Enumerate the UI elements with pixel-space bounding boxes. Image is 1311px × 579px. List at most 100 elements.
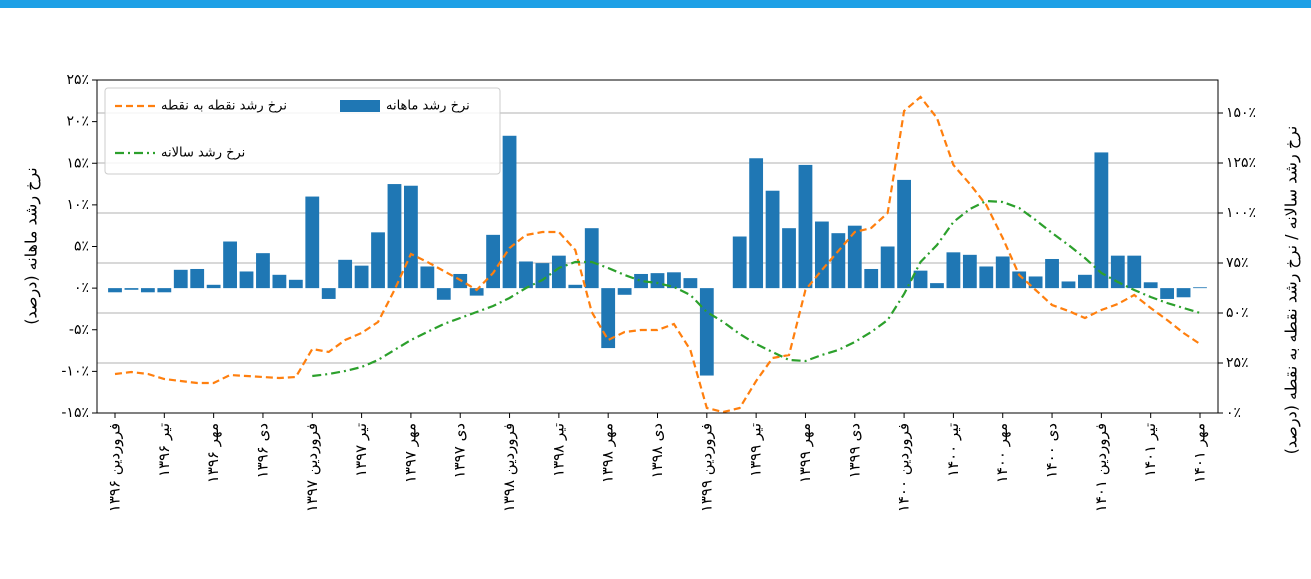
bar xyxy=(1028,276,1043,289)
bar xyxy=(387,184,402,289)
bar xyxy=(519,261,533,289)
bar xyxy=(897,179,911,289)
bar xyxy=(272,274,287,289)
bar xyxy=(634,273,648,289)
legend-label: نرخ رشد سالانه xyxy=(161,146,245,161)
y-tick-label: ۲۰٪ xyxy=(66,114,89,130)
x-tick-label: مهر ۱۳۹۸ xyxy=(599,423,617,483)
bar xyxy=(864,268,879,289)
x-tick-label: دی ۱۳۹۸ xyxy=(648,423,666,478)
bar xyxy=(288,279,303,289)
bar xyxy=(157,288,172,293)
bar xyxy=(338,259,353,289)
x-tick-label: مهر ۱۳۹۷ xyxy=(401,423,419,483)
bar xyxy=(798,164,813,289)
x-tick-label: دی ۱۳۹۷ xyxy=(451,423,469,478)
plot-frame xyxy=(96,79,1219,414)
bar xyxy=(732,236,747,289)
bar xyxy=(436,288,451,300)
legend-swatch xyxy=(340,100,380,112)
bar xyxy=(995,256,1010,289)
bar xyxy=(371,232,385,289)
y-tick-label: ۲۵٪ xyxy=(66,72,89,88)
x-tick-label: تیر ۱۳۹۶ xyxy=(155,423,173,477)
bar xyxy=(617,288,632,295)
bar xyxy=(239,271,254,289)
bar xyxy=(847,225,862,289)
bar xyxy=(502,135,517,289)
x-tick-label: فروردین ۱۳۹۷ xyxy=(303,423,321,512)
legend: نرخ رشد ماهانه نرخ رشد نقطه به نقطه نرخ رش… xyxy=(104,87,501,175)
bar xyxy=(1012,271,1027,289)
bar xyxy=(321,288,336,299)
y2-axis-label: نرخ رشد سالانه / نرخ رشد نقطه به نقطه (د… xyxy=(1282,126,1302,455)
y2-tick-label: ۰٪ xyxy=(1226,405,1241,421)
y-tick-label: ۱۰٪ xyxy=(66,197,89,213)
bar xyxy=(650,273,665,289)
x-tick-label: فروردین ۱۳۹۸ xyxy=(500,423,518,512)
bar xyxy=(469,288,484,296)
x-tick-label: دی ۱۳۹۶ xyxy=(253,423,271,478)
bar xyxy=(256,253,270,289)
bar xyxy=(124,288,139,290)
x-tick-label: دی ۱۴۰۰ xyxy=(1043,423,1061,478)
y-tick-label: -۵٪ xyxy=(69,322,89,338)
bar xyxy=(206,284,221,289)
bar xyxy=(223,241,237,289)
bar xyxy=(1176,288,1191,298)
bar xyxy=(1143,282,1158,289)
bar xyxy=(1078,274,1092,289)
x-tick-label: فروردین ۱۳۹۶ xyxy=(106,423,124,512)
bar xyxy=(1160,288,1175,299)
y2-tick-label: ۱۰۰٪ xyxy=(1226,205,1256,221)
bar xyxy=(1094,152,1109,289)
bar xyxy=(765,190,780,289)
bar xyxy=(486,234,501,289)
bar xyxy=(913,270,928,289)
bar xyxy=(1061,281,1076,289)
x-tick-label: فروردین ۱۴۰۰ xyxy=(895,423,913,512)
x-tick-label: تیر ۱۳۹۷ xyxy=(352,423,370,477)
bar xyxy=(1193,287,1207,289)
bar xyxy=(535,263,550,289)
x-tick-label: تیر ۱۴۰۱ xyxy=(1141,423,1159,477)
bar xyxy=(962,254,977,289)
bar xyxy=(749,158,764,289)
y-axis-label: نرخ رشد ماهانه (درصد) xyxy=(22,167,42,325)
line xyxy=(312,199,1201,378)
bar xyxy=(683,278,698,289)
y2-tick-label: ۵۰٪ xyxy=(1226,305,1249,321)
x-tick-label: دی ۱۳۹۹ xyxy=(845,423,863,478)
legend-label: نرخ رشد ماهانه xyxy=(386,99,470,114)
bar xyxy=(946,252,961,289)
bar xyxy=(667,272,681,289)
bar xyxy=(930,283,944,289)
bar xyxy=(140,288,155,293)
bar xyxy=(420,266,435,289)
bar xyxy=(782,228,796,289)
bar xyxy=(699,288,714,376)
bar xyxy=(404,185,418,289)
legend-label: نرخ رشد نقطه به نقطه xyxy=(161,99,287,114)
bar xyxy=(190,268,205,289)
bar xyxy=(1045,258,1059,289)
x-tick-label: مهر ۱۳۹۶ xyxy=(204,423,222,483)
x-tick-label: تیر ۱۴۰۰ xyxy=(944,423,962,477)
bar xyxy=(814,221,829,289)
x-tick-label: تیر ۱۳۹۸ xyxy=(549,423,567,477)
y2-tick-label: ۱۲۵٪ xyxy=(1226,155,1256,171)
y-tick-label: ۰٪ xyxy=(74,280,89,296)
bar xyxy=(601,288,616,349)
x-tick-label: مهر ۱۴۰۰ xyxy=(993,423,1011,483)
x-tick-label: فروردین ۱۳۹۹ xyxy=(697,423,715,512)
bar xyxy=(1110,255,1125,289)
x-tick-label: مهر ۱۴۰۱ xyxy=(1191,423,1209,483)
y-tick-label: ۱۵٪ xyxy=(66,155,89,171)
top-band xyxy=(0,0,1311,8)
legend-box xyxy=(104,87,501,175)
y2-tick-label: ۱۵۰٪ xyxy=(1226,105,1256,121)
y-tick-label: ۵٪ xyxy=(74,239,89,255)
bar xyxy=(979,266,994,289)
bar xyxy=(108,288,122,293)
